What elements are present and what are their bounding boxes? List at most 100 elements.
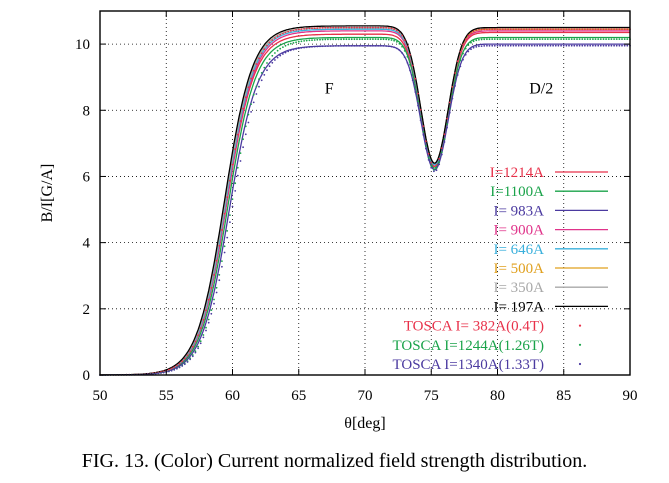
data-point <box>544 38 547 40</box>
data-point <box>440 153 443 156</box>
data-point <box>528 38 531 40</box>
x-tick-label: 70 <box>358 388 373 404</box>
data-point <box>568 38 570 40</box>
data-point <box>610 28 613 31</box>
data-point <box>353 44 356 47</box>
data-point <box>218 244 221 247</box>
data-point <box>345 44 348 47</box>
data-point <box>539 38 541 40</box>
data-point <box>242 138 245 141</box>
data-point <box>552 44 554 47</box>
data-point <box>226 230 229 232</box>
data-point <box>342 26 345 29</box>
data-point <box>512 44 515 47</box>
data-point <box>615 38 618 40</box>
data-point <box>372 26 374 29</box>
y-tick-label: 0 <box>83 368 91 384</box>
data-point <box>610 38 613 40</box>
data-point <box>493 44 496 47</box>
data-point <box>512 28 515 31</box>
data-point <box>324 26 327 29</box>
data-point <box>565 38 568 40</box>
data-point <box>493 28 496 31</box>
data-point <box>467 44 470 46</box>
data-point <box>210 309 213 311</box>
data-point <box>605 38 607 40</box>
data-point <box>229 221 231 224</box>
data-point <box>287 50 290 53</box>
data-point <box>475 39 478 42</box>
data-point <box>313 39 316 41</box>
data-point <box>597 38 600 40</box>
data-point <box>570 44 573 47</box>
data-point <box>279 54 282 57</box>
series-layer <box>99 25 631 376</box>
data-point <box>369 44 372 47</box>
data-point <box>480 38 483 41</box>
data-point <box>467 50 470 53</box>
legend-label: I= 197A <box>493 299 544 315</box>
data-point <box>303 28 305 30</box>
data-point <box>247 113 250 116</box>
data-point <box>552 28 554 31</box>
data-point <box>197 334 200 337</box>
data-point <box>157 372 160 375</box>
data-point <box>427 152 430 155</box>
data-point <box>594 38 597 40</box>
data-point <box>560 38 562 40</box>
data-point <box>295 29 297 31</box>
data-point <box>255 85 258 88</box>
data-point <box>565 44 568 47</box>
data-point <box>342 45 345 47</box>
data-point <box>308 39 311 42</box>
data-point <box>178 366 181 369</box>
data-point <box>266 69 268 72</box>
data-point <box>210 287 213 289</box>
data-point <box>300 28 303 30</box>
data-point <box>329 45 332 47</box>
data-point <box>250 111 253 113</box>
data-point <box>599 38 602 40</box>
data-point <box>395 41 398 43</box>
data-point <box>173 369 176 371</box>
data-point <box>401 52 403 54</box>
data-point <box>562 38 565 40</box>
data-point <box>332 26 335 29</box>
data-point <box>369 38 372 40</box>
data-point <box>321 45 324 48</box>
data-point <box>390 45 393 48</box>
data-point <box>462 52 464 55</box>
data-point <box>403 39 406 41</box>
data-point <box>562 44 565 47</box>
data-point <box>507 44 509 47</box>
data-point <box>226 236 229 239</box>
data-point <box>372 44 374 47</box>
x-tick-label: 65 <box>291 388 306 404</box>
data-point <box>488 28 491 31</box>
data-point <box>470 48 472 51</box>
data-point <box>199 327 202 329</box>
region-label: F <box>325 81 334 98</box>
data-point <box>430 165 433 167</box>
data-point <box>266 44 268 47</box>
data-point <box>337 38 340 41</box>
data-point <box>615 28 618 31</box>
data-point <box>380 26 382 29</box>
data-point <box>515 44 517 47</box>
data-point <box>337 26 340 29</box>
data-point <box>406 45 409 48</box>
data-point <box>199 340 202 343</box>
data-point <box>268 58 271 60</box>
data-point <box>168 368 170 371</box>
legend-label: TOSCA I= 382A(0.4T) <box>404 319 544 335</box>
data-point <box>433 168 435 171</box>
data-point <box>311 27 313 30</box>
data-point <box>459 50 462 53</box>
data-point <box>319 27 321 29</box>
data-point <box>499 28 501 31</box>
data-point <box>607 44 610 47</box>
data-point <box>607 28 610 31</box>
data-point <box>398 31 401 34</box>
data-point <box>541 28 544 31</box>
data-point <box>557 28 560 31</box>
